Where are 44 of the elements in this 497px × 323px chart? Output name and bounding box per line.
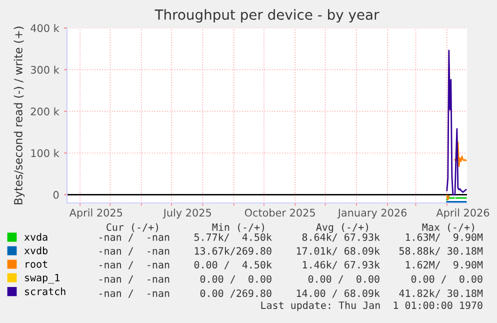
text: -nan / -nan xyxy=(99,275,170,284)
x-tick-label: April 2025 xyxy=(69,208,122,219)
y-tick-label: 0 xyxy=(53,190,59,199)
text: 1.63M/ 9.90M xyxy=(406,233,483,242)
text: -nan / -nan xyxy=(99,261,170,270)
text: Last update: Thu Jan 1 01:00:00 1970 xyxy=(261,301,482,311)
text: -nan / -nan xyxy=(99,290,170,298)
text: 1.46k/ 67.93k xyxy=(302,260,380,270)
text: 13.67k/269.80 xyxy=(194,246,272,256)
legend-label: swap_1 xyxy=(25,274,60,284)
x-tick-label: April 2026 xyxy=(436,208,490,219)
y-tick-label: 300 k xyxy=(30,66,60,74)
text: -nan / -nan xyxy=(99,233,170,242)
x-tick-label: October 2025 xyxy=(244,208,315,217)
x-tick-label: January 2026 xyxy=(337,208,407,219)
y-tick-label: 200 k xyxy=(30,107,60,116)
line-series xyxy=(454,141,467,168)
text: 0.00 / 0.00 xyxy=(308,275,380,284)
text: 17.01k/ 68.09k xyxy=(296,246,380,256)
legend-label: scratch xyxy=(25,287,66,296)
text: 41.82k/ 30.18M xyxy=(399,289,483,298)
text: 8.64k/ 67.93k xyxy=(302,233,380,242)
legend-label: xvda xyxy=(24,233,48,241)
y-tick-label: 100 k xyxy=(31,149,60,158)
text: 0.00 /269.80 xyxy=(200,289,272,298)
legend-label: xvdb xyxy=(24,246,48,254)
text: 5.77k/ 4.50k xyxy=(194,233,272,242)
text: -nan / -nan xyxy=(99,247,170,256)
x-tick-label: July 2025 xyxy=(162,208,211,219)
y-axis-title: Bytes/second read (-) / write (+) xyxy=(14,26,25,204)
text: Avg (-/+) xyxy=(316,223,368,233)
text: 1.62M/ 9.90M xyxy=(406,260,483,270)
text: Cur (-/+) xyxy=(106,223,158,232)
y-tick-label: 400 k xyxy=(30,24,60,32)
legend-label: root xyxy=(26,260,48,268)
text: Min (-/+) xyxy=(212,223,264,232)
text: 0.00 / 0.00 xyxy=(200,275,272,284)
text: 0.00 / 4.50k xyxy=(194,260,272,270)
text: 0.00 / 0.00 xyxy=(411,275,482,284)
text: Max (-/+) xyxy=(422,223,474,232)
chart-title: Throughput per device - by year xyxy=(154,9,380,23)
text: 14.00 / 68.09k xyxy=(296,289,380,298)
line-series xyxy=(446,50,467,196)
text: 58.88k/ 30.18M xyxy=(399,246,483,256)
